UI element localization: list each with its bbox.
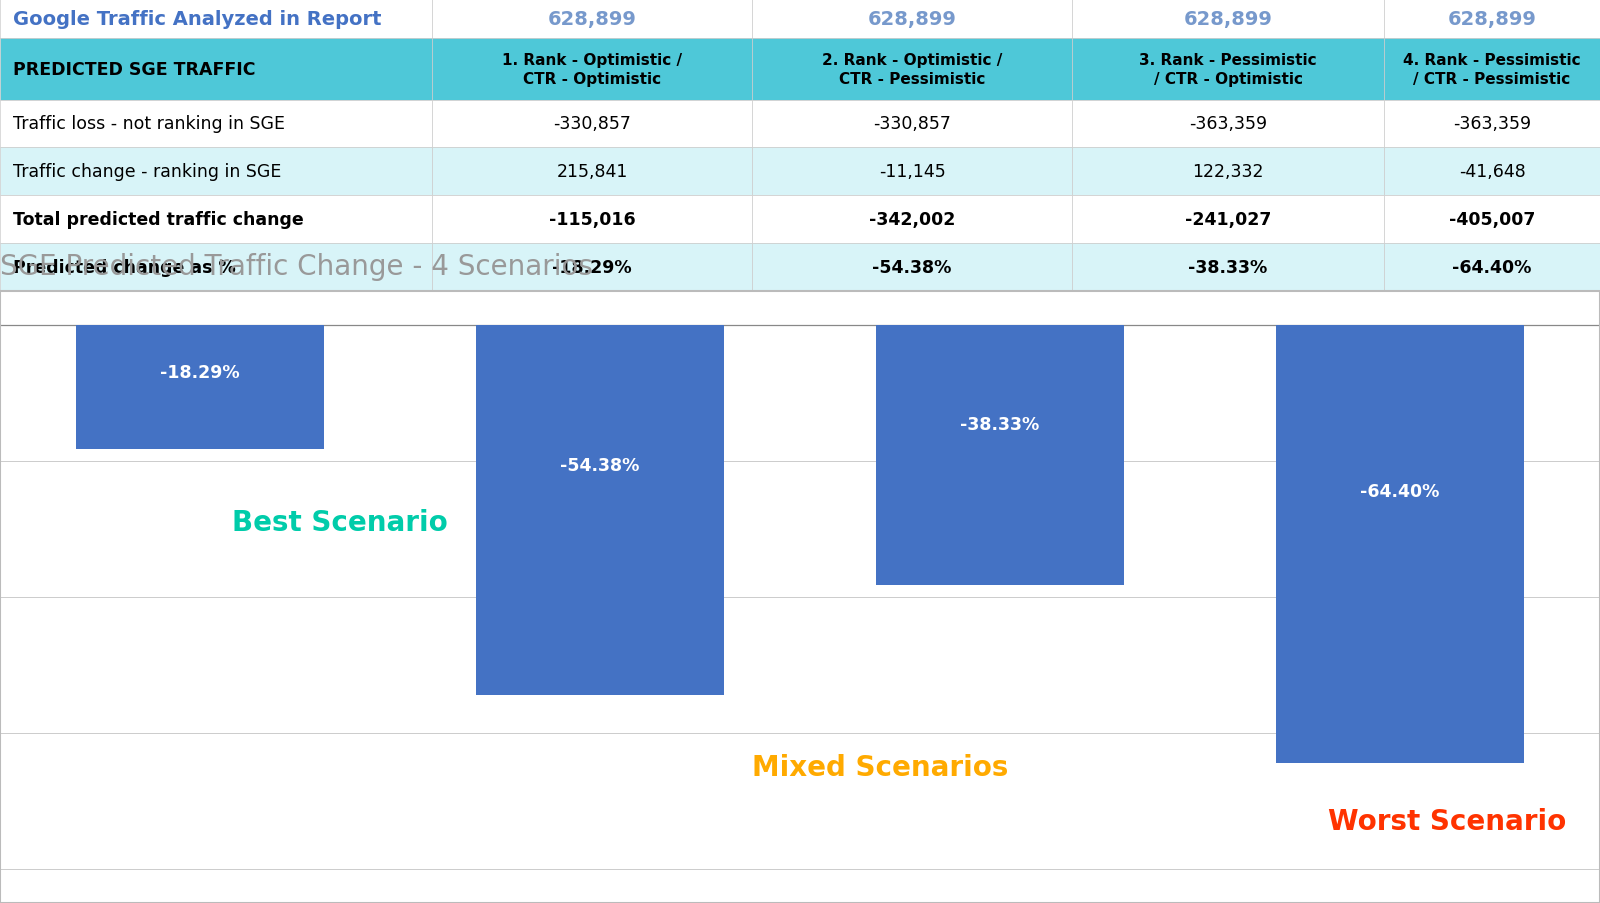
Text: 122,332: 122,332 [1192,163,1264,182]
Text: 628,899: 628,899 [1448,10,1536,29]
Text: -38.33%: -38.33% [960,415,1040,433]
Text: Predicted change as %: Predicted change as % [13,258,235,276]
Bar [477,325,723,695]
Text: -41,648: -41,648 [1459,163,1525,182]
Text: 628,899: 628,899 [1184,10,1272,29]
Text: 628,899: 628,899 [867,10,957,29]
FancyBboxPatch shape [432,148,752,196]
FancyBboxPatch shape [0,244,432,292]
Text: -64.40%: -64.40% [1360,482,1440,500]
Text: -363,359: -363,359 [1189,116,1267,134]
FancyBboxPatch shape [1384,244,1600,292]
Text: -241,027: -241,027 [1186,210,1270,228]
Text: -330,857: -330,857 [874,116,950,134]
Text: Mixed Scenarios: Mixed Scenarios [752,753,1008,781]
Text: -18.29%: -18.29% [552,258,632,276]
Text: -54.38%: -54.38% [560,457,640,475]
FancyBboxPatch shape [1384,148,1600,196]
Text: 2. Rank - Optimistic /
CTR - Pessimistic: 2. Rank - Optimistic / CTR - Pessimistic [822,53,1002,87]
Text: -11,145: -11,145 [878,163,946,182]
Text: -363,359: -363,359 [1453,116,1531,134]
FancyBboxPatch shape [752,40,1072,100]
Text: Best Scenario: Best Scenario [232,508,448,536]
Text: -330,857: -330,857 [554,116,630,134]
Text: Worst Scenario: Worst Scenario [1328,807,1566,835]
FancyBboxPatch shape [432,244,752,292]
Text: 215,841: 215,841 [557,163,627,182]
FancyBboxPatch shape [0,100,432,148]
Text: -405,007: -405,007 [1450,210,1534,228]
Text: -18.29%: -18.29% [160,364,240,381]
Text: -64.40%: -64.40% [1453,258,1531,276]
FancyBboxPatch shape [0,148,432,196]
FancyBboxPatch shape [0,40,432,100]
FancyBboxPatch shape [752,148,1072,196]
FancyBboxPatch shape [752,0,1072,40]
Text: -115,016: -115,016 [549,210,635,228]
Text: 628,899: 628,899 [547,10,637,29]
FancyBboxPatch shape [432,196,752,244]
FancyBboxPatch shape [1384,0,1600,40]
Text: 3. Rank - Pessimistic
/ CTR - Optimistic: 3. Rank - Pessimistic / CTR - Optimistic [1139,53,1317,87]
FancyBboxPatch shape [1072,40,1384,100]
Text: Google Traffic Analyzed in Report: Google Traffic Analyzed in Report [13,10,381,29]
FancyBboxPatch shape [1072,244,1384,292]
FancyBboxPatch shape [1072,0,1384,40]
FancyBboxPatch shape [432,0,752,40]
FancyBboxPatch shape [1384,40,1600,100]
FancyBboxPatch shape [752,196,1072,244]
FancyBboxPatch shape [0,0,432,40]
Text: -54.38%: -54.38% [872,258,952,276]
Text: -342,002: -342,002 [869,210,955,228]
Bar [1277,325,1523,763]
FancyBboxPatch shape [432,100,752,148]
Text: Traffic change - ranking in SGE: Traffic change - ranking in SGE [13,163,282,182]
Bar [77,325,323,450]
FancyBboxPatch shape [432,40,752,100]
FancyBboxPatch shape [752,100,1072,148]
Text: Traffic loss - not ranking in SGE: Traffic loss - not ranking in SGE [13,116,285,134]
FancyBboxPatch shape [752,244,1072,292]
Text: 1. Rank - Optimistic /
CTR - Optimistic: 1. Rank - Optimistic / CTR - Optimistic [502,53,682,87]
Text: Total predicted traffic change: Total predicted traffic change [13,210,304,228]
FancyBboxPatch shape [0,196,432,244]
FancyBboxPatch shape [1072,100,1384,148]
Bar [877,325,1123,586]
Text: SGE Predicted Traffic Change - 4 Scenarios: SGE Predicted Traffic Change - 4 Scenari… [0,253,594,281]
Text: 4. Rank - Pessimistic
/ CTR - Pessimistic: 4. Rank - Pessimistic / CTR - Pessimisti… [1403,53,1581,87]
FancyBboxPatch shape [1384,196,1600,244]
FancyBboxPatch shape [1384,100,1600,148]
FancyBboxPatch shape [1072,196,1384,244]
FancyBboxPatch shape [1072,148,1384,196]
Text: -38.33%: -38.33% [1189,258,1267,276]
Text: PREDICTED SGE TRAFFIC: PREDICTED SGE TRAFFIC [13,61,256,79]
